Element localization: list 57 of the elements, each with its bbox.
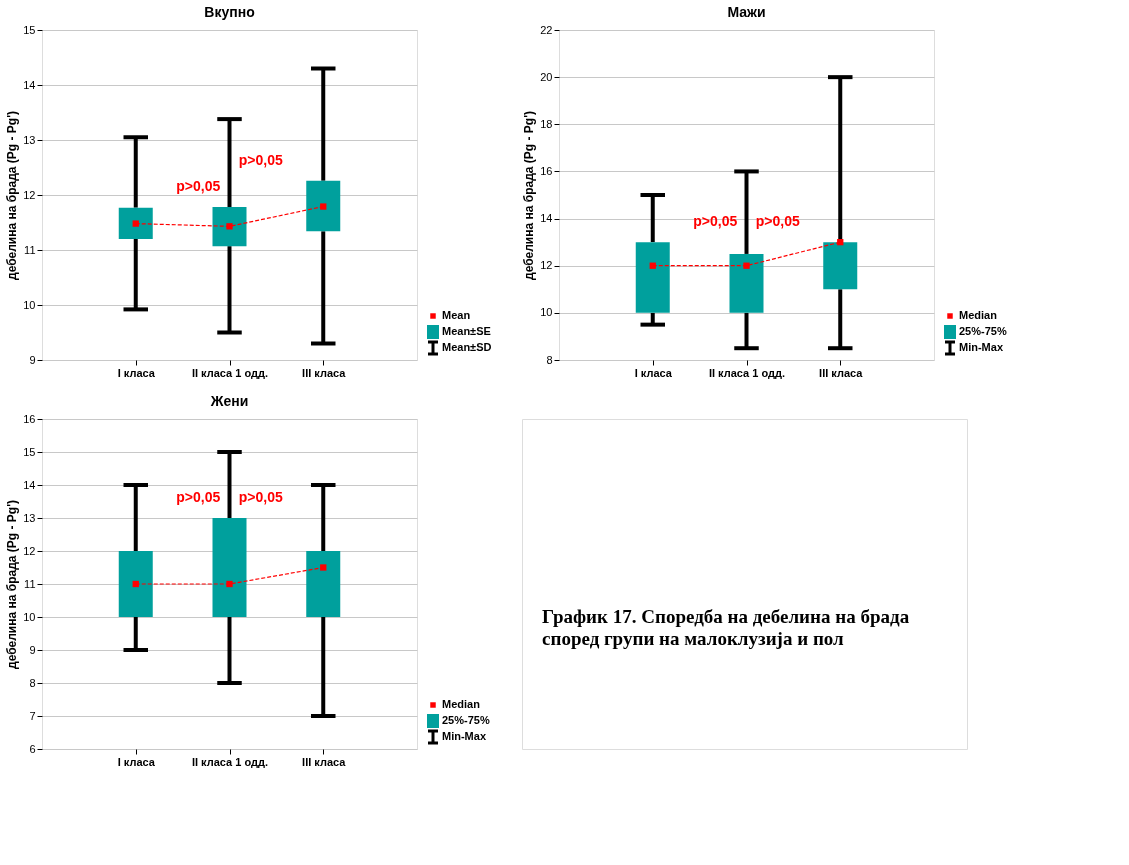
x-tick-label: III класа <box>819 366 864 379</box>
y-tick-label: 22 <box>540 23 553 36</box>
y-tick-label: 20 <box>540 70 553 83</box>
y-tick-label: 9 <box>29 353 36 366</box>
y-tick-label: 14 <box>23 78 36 91</box>
legend-label: Mean±SE <box>442 325 491 337</box>
y-tick-label: 14 <box>540 212 553 225</box>
legend-label: Median <box>959 309 998 321</box>
text: График 17. Споредба на дебелина на брада според групи на малоклузија и пол <box>542 606 910 649</box>
annotation: p>0,05 <box>176 177 221 194</box>
y-tick-label: 14 <box>23 478 36 491</box>
y-tick-label: 11 <box>24 243 36 256</box>
y-tick-label: 16 <box>540 164 553 177</box>
annotation: p>0,05 <box>755 212 800 229</box>
y-tick-label: 10 <box>23 298 36 311</box>
y-tick-label: 10 <box>23 610 36 623</box>
annotation: p>0,05 <box>238 151 283 168</box>
y-tick-label: 9 <box>29 643 36 656</box>
y-tick-label: 13 <box>23 133 36 146</box>
legend-label: Mean <box>442 309 471 321</box>
x-tick-label: III класа <box>302 755 347 768</box>
chart-title: Вкупно <box>204 4 255 20</box>
legend-label: 25%-75% <box>959 325 1007 337</box>
y-tick-label: 11 <box>24 577 36 590</box>
y-tick-label: 10 <box>540 306 553 319</box>
annotation: p>0,05 <box>238 488 283 505</box>
y-tick-label: 12 <box>23 188 36 201</box>
y-tick-label: 8 <box>29 676 36 689</box>
x-tick-label: II класа 1 одд. <box>191 755 269 768</box>
y-axis-title: дебелина на брада (Pg - Pg') <box>522 111 537 280</box>
y-tick-label: 18 <box>540 117 553 130</box>
annotation: p>0,05 <box>693 212 738 229</box>
y-tick-label: 15 <box>23 23 36 36</box>
y-axis-title: дебелина на брада (Pg - Pg') <box>5 111 20 280</box>
legend-label: 25%-75% <box>442 714 490 726</box>
y-tick-label: 12 <box>540 259 553 272</box>
text: Min-Max <box>442 730 487 742</box>
chart-title: Жени <box>209 393 249 409</box>
y-tick-label: 7 <box>29 709 36 722</box>
x-tick-label: II класа 1 одд. <box>191 366 269 379</box>
x-tick-label: I класа <box>117 366 156 379</box>
text: Min-Max <box>959 341 1004 353</box>
y-tick-label: 12 <box>23 544 36 557</box>
annotation: p>0,05 <box>176 488 221 505</box>
y-tick-label: 15 <box>23 445 36 458</box>
text: Mean±SD <box>442 341 492 353</box>
y-tick-label: 6 <box>29 742 36 755</box>
y-tick-label: 13 <box>23 511 36 524</box>
x-tick-label: I класа <box>634 366 673 379</box>
x-tick-label: II класа 1 одд. <box>708 366 786 379</box>
chart-title: Мажи <box>727 4 766 20</box>
legend-label: Median <box>442 698 481 710</box>
x-tick-label: I класа <box>117 755 156 768</box>
y-tick-label: 8 <box>546 353 553 366</box>
x-tick-label: III класа <box>302 366 347 379</box>
y-tick-label: 16 <box>23 412 36 425</box>
y-axis-title: дебелина на брада (Pg - Pg') <box>5 500 20 669</box>
